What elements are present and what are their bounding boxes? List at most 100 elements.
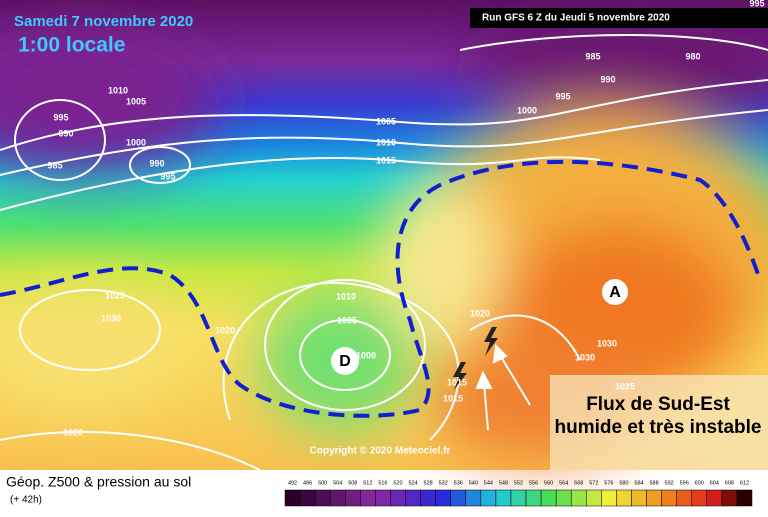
scale-swatch [736, 489, 753, 507]
scale-label: 528 [424, 480, 433, 486]
scale-label: 532 [439, 480, 448, 486]
scale-swatch [691, 489, 708, 507]
scale-label: 560 [544, 480, 553, 486]
high-marker [602, 279, 628, 305]
high-label: A [609, 284, 621, 301]
scale-label: 568 [574, 480, 583, 486]
scale-label: 596 [680, 480, 689, 486]
scale-swatch [435, 489, 451, 507]
scale-label: 492 [288, 480, 297, 486]
isobar-label: 995 [749, 0, 764, 8]
lightning-icons [453, 327, 498, 390]
scale-swatch [555, 489, 572, 507]
scale-swatch [495, 489, 512, 507]
isobar-label: 990 [149, 158, 164, 168]
scale-label: 504 [333, 480, 342, 486]
scale-label: 548 [499, 480, 508, 486]
scale-label: 600 [695, 480, 704, 486]
isobar-label: 1005 [376, 116, 396, 126]
isobar-label: 1030 [101, 313, 121, 323]
isobar-label: 1030 [597, 338, 617, 348]
scale-label: 580 [619, 480, 628, 486]
isobar-label: 1015 [443, 393, 463, 403]
isobar-label: 1010 [376, 137, 396, 147]
scale-swatch [360, 489, 376, 507]
run-banner [470, 8, 768, 28]
low-marker [331, 347, 359, 375]
scale-swatch [480, 489, 497, 507]
scale-swatch [570, 489, 587, 507]
scale-label: 524 [408, 480, 417, 486]
isobar-label: 1025 [105, 290, 125, 300]
scale-label: 512 [363, 480, 372, 486]
scale-swatch [405, 489, 421, 507]
scale-label: 608 [725, 480, 734, 486]
dashed-contour [0, 159, 762, 418]
isobar-label: 990 [600, 74, 615, 84]
scale-label: 572 [589, 480, 598, 486]
scale-label: 592 [665, 480, 674, 486]
scale-label: 564 [559, 480, 568, 486]
isobar-label: 990 [58, 128, 73, 138]
scale-swatch [601, 489, 617, 507]
scale-swatch [510, 489, 527, 507]
scale-label: 556 [529, 480, 538, 486]
date: Samedi 7 novembre 2020 [14, 13, 193, 30]
arrows [475, 343, 531, 431]
scale-label: 496 [303, 480, 312, 486]
scale-swatch [586, 489, 602, 507]
scale-swatch [721, 489, 738, 507]
scale-swatch [631, 489, 647, 507]
scale-swatch [390, 489, 406, 507]
isobar-label: 1000 [126, 137, 146, 147]
scale-swatch [420, 489, 436, 507]
copyright: Copyright © 2020 Meteociel.fr [310, 446, 451, 457]
scale-label: 520 [393, 480, 402, 486]
scale-swatch [540, 489, 557, 507]
scale-swatch [465, 489, 482, 507]
isobar-label: 995 [555, 91, 570, 101]
isobar-label: 1000 [517, 105, 537, 115]
time: 1:00 locale [18, 34, 125, 57]
scale-label: 516 [378, 480, 387, 486]
scale-swatch [661, 489, 677, 507]
run-text: Run GFS 6 Z du Jeudi 5 novembre 2020 [482, 13, 670, 24]
annotation-line: humide et très instable [555, 417, 762, 438]
scale-swatch [329, 489, 346, 507]
scale-swatch [706, 489, 723, 507]
isobar-label: 1015 [447, 377, 467, 387]
scale-swatch [450, 489, 467, 507]
scale-label: 500 [318, 480, 327, 486]
isobar-label: 1000 [356, 350, 376, 360]
scale-swatch [375, 489, 391, 507]
footer-lead: (+ 42h) [10, 495, 42, 506]
isobar-label: 980 [685, 51, 700, 61]
isobar-label: 1005 [337, 315, 357, 325]
isobar-label: 1010 [336, 291, 356, 301]
isobar-label: 1005 [126, 96, 146, 106]
scale-swatch [676, 489, 692, 507]
scale-label: 604 [710, 480, 719, 486]
isobar-label: 1015 [376, 155, 396, 165]
scale-label: 612 [740, 480, 749, 486]
scale-label: 536 [454, 480, 463, 486]
scale-swatch [616, 489, 632, 507]
isobar-label: 1020 [215, 325, 235, 335]
isobar-label: 995 [160, 171, 175, 181]
scale-swatch [345, 489, 361, 507]
isobar-label: 1030 [575, 352, 595, 362]
isobar-label: 995 [53, 112, 68, 122]
scale-swatch [525, 489, 542, 507]
annotation-line: Flux de Sud-Est [586, 394, 730, 415]
isobar-label: 1020 [470, 308, 490, 318]
scale-label: 584 [634, 480, 643, 486]
scale-label: 540 [469, 480, 478, 486]
scale-label: 544 [484, 480, 493, 486]
isobar-label: 1010 [108, 85, 128, 95]
annotation-box [550, 375, 768, 470]
scale-label: 552 [514, 480, 523, 486]
scale-label: 576 [604, 480, 613, 486]
isobar-label: 1020 [63, 427, 83, 437]
